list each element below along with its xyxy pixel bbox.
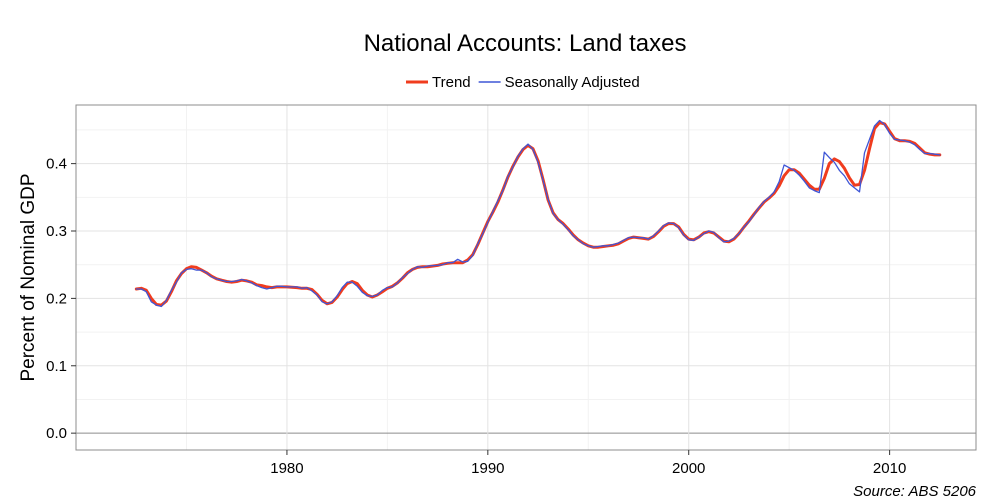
x-tick-label: 1990 <box>471 460 504 477</box>
x-tick-label: 1980 <box>270 460 303 477</box>
x-tick-label: 2000 <box>672 460 705 477</box>
x-tick-label: 2010 <box>873 460 906 477</box>
legend-label-seasonally-adjusted: Seasonally Adjusted <box>505 74 640 91</box>
y-tick-label: 0.2 <box>46 290 67 307</box>
series-line-seasonally-adjusted <box>135 119 941 308</box>
grid <box>76 105 976 450</box>
chart-title: National Accounts: Land taxes <box>364 30 687 57</box>
y-tick-label: 0.3 <box>46 223 67 240</box>
y-tick-label: 0.4 <box>46 156 67 173</box>
y-axis-title: Percent of Nominal GDP <box>18 173 39 381</box>
series-layer <box>134 119 942 308</box>
legend-label-trend: Trend <box>432 74 471 91</box>
series-line-trend <box>134 121 942 307</box>
y-tick-label: 0.0 <box>46 425 67 442</box>
y-tick-label: 0.1 <box>46 358 67 375</box>
legend: Trend Seasonally Adjusted <box>406 74 640 91</box>
plot-panel <box>75 104 977 451</box>
source-note: Source: ABS 5206 <box>853 483 977 500</box>
axes: 0.0 0.1 0.2 0.3 0.4 1980 1990 2000 2010 <box>46 156 906 477</box>
